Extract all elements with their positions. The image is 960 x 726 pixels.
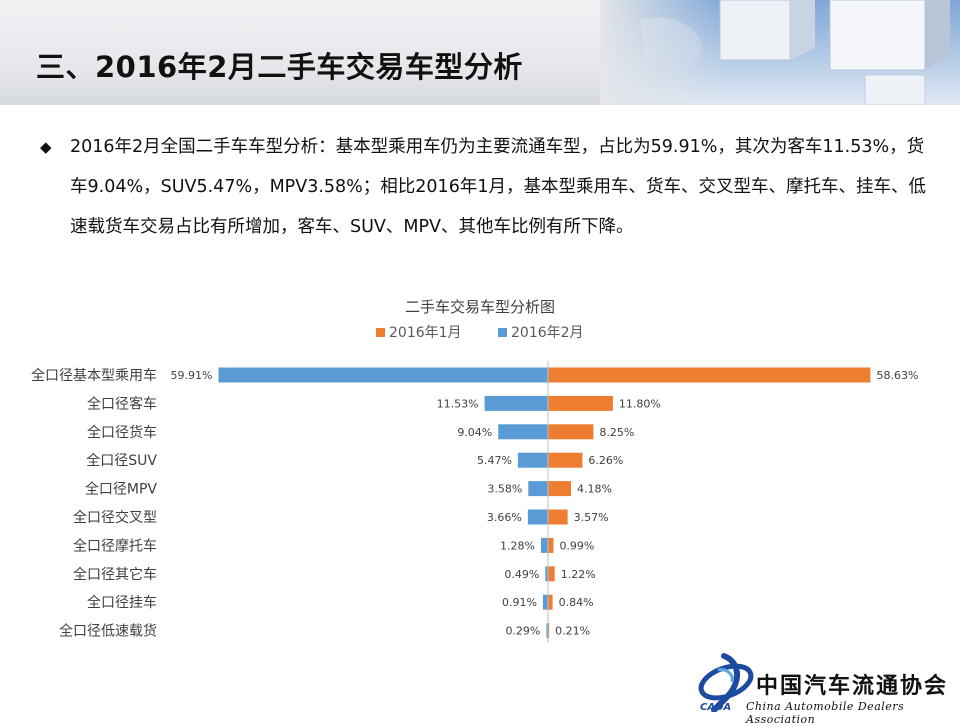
bar-feb — [546, 623, 548, 639]
diamond-bullet-icon: ◆ — [40, 138, 52, 156]
category-label: 全口径交叉型 — [73, 509, 157, 526]
category-label: 全口径客车 — [87, 395, 157, 412]
bar-feb — [542, 594, 548, 610]
bar-jan — [548, 481, 571, 497]
data-label-jan: 0.84% — [559, 596, 594, 609]
bar-jan — [548, 537, 554, 553]
data-label-feb: 3.66% — [487, 511, 522, 524]
bar-feb — [498, 424, 548, 440]
category-label: 全口径摩托车 — [73, 537, 157, 554]
bar-jan — [548, 424, 594, 440]
cada-logo: CADA 中国汽车流通协会 China Automobile Dealers A… — [694, 650, 960, 726]
bar-jan — [548, 509, 568, 525]
data-label-feb: 59.91% — [171, 369, 213, 382]
category-label: 全口径货车 — [87, 424, 157, 441]
bar-jan — [548, 623, 550, 639]
cada-logo-icon — [698, 653, 754, 712]
data-label-feb: 0.91% — [502, 596, 537, 609]
bar-feb — [527, 509, 548, 525]
data-label-feb: 1.28% — [500, 539, 535, 552]
bar-jan — [548, 395, 613, 411]
summary-paragraph: ◆ 2016年2月全国二手车车型分析：基本型乘用车仍为主要流通车型，占比为59.… — [40, 127, 930, 247]
data-label-jan: 11.80% — [619, 397, 661, 410]
data-label-jan: 0.99% — [559, 539, 594, 552]
legend-label-1: 2016年1月 — [389, 325, 462, 341]
data-label-jan: 0.21% — [555, 625, 590, 638]
bar-feb — [218, 367, 548, 383]
summary-text: 2016年2月全国二手车车型分析：基本型乘用车仍为主要流通车型，占比为59.91… — [70, 137, 926, 237]
data-label-jan: 58.63% — [876, 369, 918, 382]
slide-header: 三、2016年2月二手车交易车型分析 — [0, 0, 960, 105]
data-label-feb: 0.29% — [505, 625, 540, 638]
data-label-feb: 3.58% — [487, 483, 522, 496]
logo-name-en: China Automobile Dealers Association — [746, 700, 905, 726]
bar-feb — [545, 566, 548, 582]
category-label: 全口径挂车 — [87, 594, 157, 611]
bar-jan — [548, 566, 555, 582]
legend-swatch-2 — [498, 328, 507, 337]
bar-feb — [484, 395, 548, 411]
category-label: 全口径低速载货 — [59, 623, 157, 640]
category-label: 全口径SUV — [86, 452, 157, 469]
bar-feb — [528, 481, 548, 497]
data-label-feb: 9.04% — [457, 426, 492, 439]
logo-name-cn: 中国汽车流通协会 — [756, 673, 949, 699]
data-label-feb: 0.49% — [504, 568, 539, 581]
category-label: 全口径基本型乘用车 — [31, 367, 157, 384]
data-label-jan: 3.57% — [574, 511, 609, 524]
bar-jan — [548, 367, 871, 383]
decorative-cubes-icon — [600, 0, 960, 105]
data-label-jan: 6.26% — [588, 454, 623, 467]
data-label-jan: 8.25% — [599, 426, 634, 439]
legend-swatch-1 — [376, 328, 385, 337]
data-label-feb: 5.47% — [477, 454, 512, 467]
category-label: 全口径其它车 — [73, 566, 157, 583]
logo-abbreviation: CADA — [700, 702, 732, 713]
bar-jan — [548, 452, 583, 468]
data-label-jan: 1.22% — [561, 568, 596, 581]
data-label-feb: 11.53% — [437, 397, 479, 410]
category-label: 全口径MPV — [85, 481, 158, 498]
chart-title: 二手车交易车型分析图 — [405, 298, 555, 316]
bar-feb — [540, 537, 548, 553]
legend-label-2: 2016年2月 — [511, 325, 584, 341]
bar-jan — [548, 594, 553, 610]
bar-feb — [517, 452, 548, 468]
page-title: 三、2016年2月二手车交易车型分析 — [36, 50, 523, 84]
data-label-jan: 4.18% — [577, 483, 612, 496]
